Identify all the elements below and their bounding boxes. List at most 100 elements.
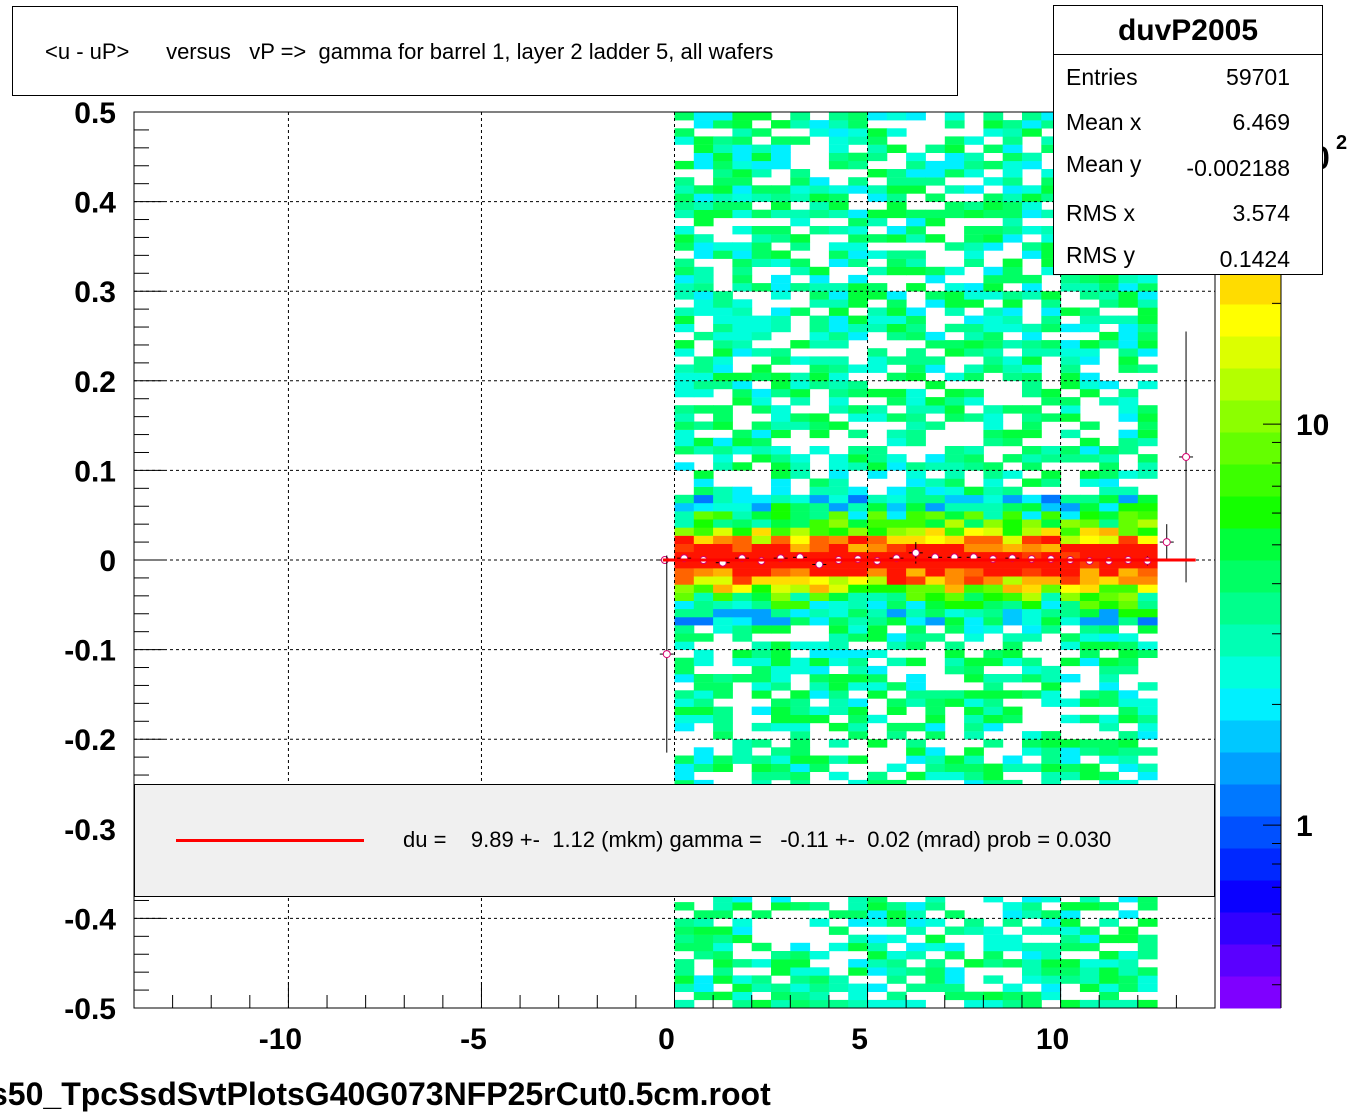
heatmap-cell — [751, 535, 772, 544]
heatmap-cell — [848, 584, 868, 593]
heatmap-cell — [751, 152, 772, 162]
heatmap-cell — [906, 600, 926, 610]
heatmap-cell — [732, 527, 753, 536]
heatmap-cell — [771, 307, 791, 316]
heatmap-cell — [906, 331, 926, 341]
heatmap-cell — [964, 617, 984, 626]
heatmap-cell — [1118, 665, 1139, 675]
heatmap-cell — [732, 446, 753, 455]
heatmap-cell — [1137, 942, 1158, 952]
heatmap-cell — [886, 169, 907, 178]
heatmap-cell — [906, 503, 926, 512]
heatmap-cell — [867, 364, 888, 373]
heatmap-cell — [1079, 315, 1100, 324]
heatmap-cell — [1041, 918, 1062, 927]
heatmap-cell — [925, 722, 946, 732]
heatmap-cell — [732, 152, 753, 162]
heatmap-cell — [964, 535, 984, 544]
heatmap-cell — [964, 486, 984, 496]
heatmap-cell — [906, 348, 926, 357]
heatmap-cell — [809, 364, 830, 373]
heatmap-cell — [828, 698, 849, 707]
heatmap-cell — [925, 331, 946, 341]
heatmap-cell — [1002, 470, 1023, 479]
heatmap-cell — [1118, 429, 1139, 439]
heatmap-cell — [1002, 160, 1023, 170]
heatmap-cell — [848, 405, 868, 414]
heatmap-cell — [1060, 942, 1081, 952]
heatmap-cell — [828, 144, 849, 153]
heatmap-cell — [906, 983, 926, 992]
heatmap-cell — [983, 112, 1004, 121]
heatmap-cell — [1099, 446, 1119, 455]
heatmap-cell — [1041, 674, 1062, 683]
heatmap-cell — [1002, 942, 1023, 952]
heatmap-cell — [867, 234, 888, 243]
heatmap-cell — [674, 128, 695, 137]
heatmap-cell — [983, 576, 1004, 585]
heatmap-cell — [1002, 918, 1023, 927]
heatmap-cell — [790, 617, 811, 626]
heatmap-cell — [1060, 926, 1081, 935]
heatmap-cell — [964, 625, 984, 634]
heatmap-cell — [1002, 340, 1023, 349]
heatmap-cell — [809, 755, 830, 764]
heatmap-cell — [886, 902, 907, 911]
heatmap-cell — [848, 543, 868, 553]
heatmap-cell — [751, 160, 772, 170]
heatmap-cell — [751, 999, 772, 1009]
heatmap-cell — [983, 364, 1004, 373]
heatmap-cell — [809, 617, 830, 626]
heatmap-cell — [713, 250, 733, 259]
heatmap-cell — [1002, 226, 1023, 235]
stats-label: RMS x — [1066, 200, 1135, 226]
heatmap-cell — [809, 714, 830, 724]
heatmap-cell — [848, 967, 868, 976]
heatmap-cell — [674, 527, 695, 536]
heatmap-cell — [1118, 388, 1139, 398]
heatmap-cell — [771, 568, 791, 577]
heatmap-cell — [1002, 144, 1023, 153]
heatmap-cell — [1099, 576, 1119, 585]
heatmap-cell — [886, 299, 907, 308]
heatmap-cell — [790, 519, 811, 528]
heatmap-cell — [809, 600, 830, 610]
heatmap-cell — [1079, 323, 1100, 333]
heatmap-cell — [732, 258, 753, 267]
heatmap-cell — [751, 372, 772, 382]
heatmap-cell — [1041, 576, 1062, 585]
heatmap-cell — [809, 429, 830, 439]
heatmap-cell — [1002, 592, 1023, 601]
heatmap-cell — [828, 617, 849, 626]
heatmap-cell — [1079, 771, 1100, 781]
heatmap-cell — [771, 983, 791, 992]
heatmap-cell — [1099, 999, 1119, 1009]
heatmap-cell — [1002, 258, 1023, 267]
heatmap-cell — [848, 380, 868, 390]
heatmap-cell — [713, 364, 733, 373]
heatmap-cell — [771, 201, 791, 210]
y-tick-label: 0.1 — [74, 455, 116, 488]
heatmap-cell — [1118, 274, 1139, 284]
heatmap-cell — [1041, 470, 1062, 479]
heatmap-cell — [1118, 608, 1139, 618]
heatmap-cell — [964, 242, 984, 251]
heatmap-cell — [732, 747, 753, 756]
heatmap-cell — [1118, 584, 1139, 593]
heatmap-cell — [713, 454, 733, 463]
heatmap-cell — [1079, 975, 1100, 984]
heatmap-cell — [732, 584, 753, 593]
heatmap-cell — [771, 527, 791, 536]
heatmap-cell — [906, 112, 926, 121]
heatmap-cell — [1079, 584, 1100, 593]
heatmap-cell — [1099, 299, 1119, 308]
heatmap-cell — [925, 421, 946, 430]
heatmap-cell — [944, 169, 965, 178]
heatmap-cell — [1079, 739, 1100, 748]
heatmap-cell — [886, 698, 907, 707]
heatmap-cell — [732, 926, 753, 935]
heatmap-cell — [771, 592, 791, 601]
heatmap-cell — [732, 918, 753, 927]
heatmap-cell — [1041, 193, 1062, 202]
heatmap-cell — [983, 942, 1004, 952]
